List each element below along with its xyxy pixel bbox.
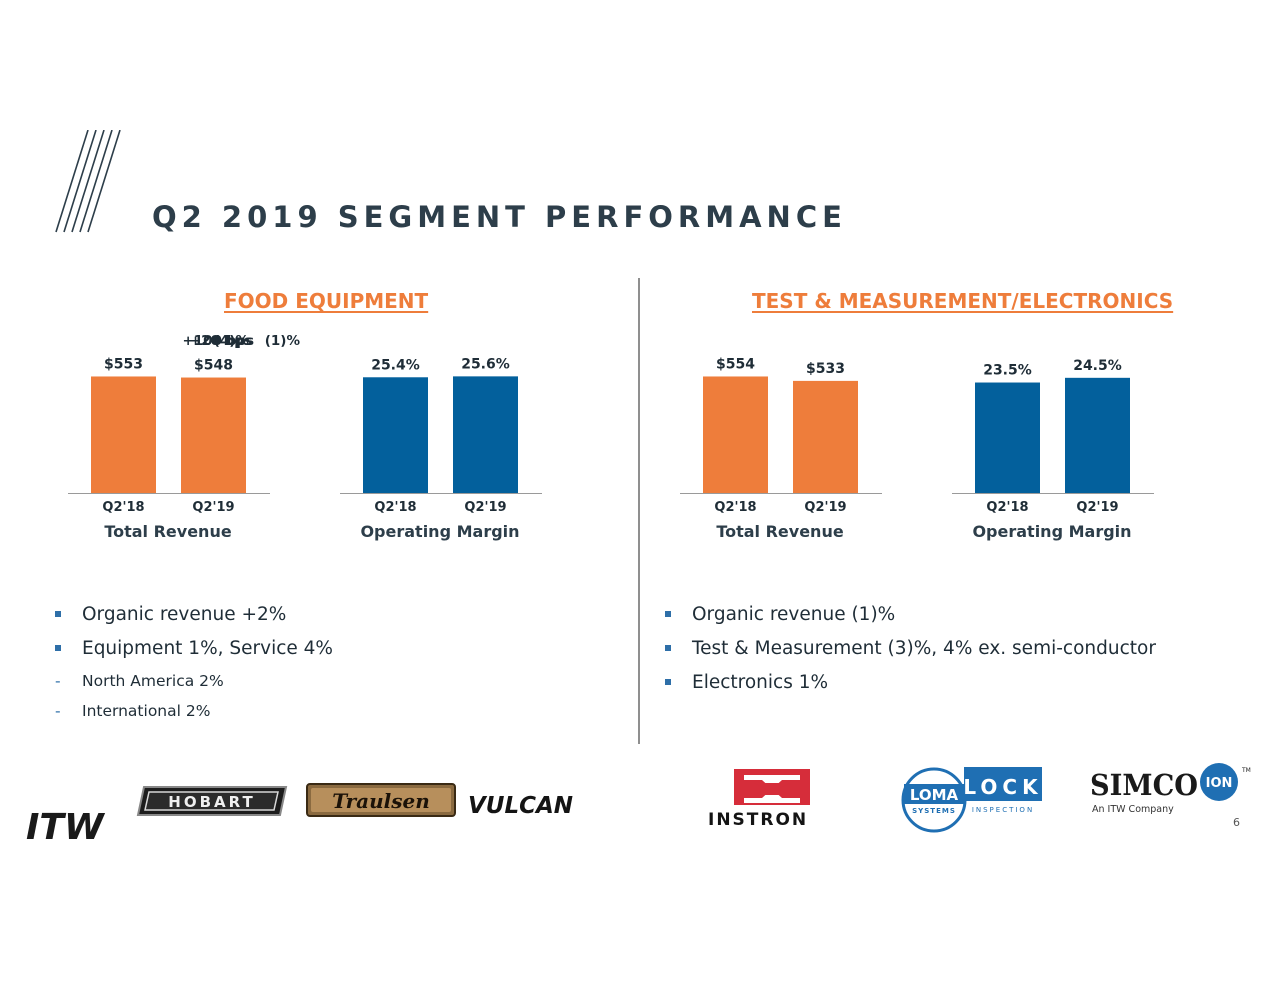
food-equipment-bullets: Organic revenue +2% Equipment 1%, Service… (52, 598, 333, 726)
chart-title: Operating Margin (972, 522, 1131, 541)
sub-bullet-item: International 2% (52, 696, 333, 726)
lock-logo-text: LOCK (963, 775, 1042, 799)
food-margin-chart: +20 bps 25.4% Q2'18 25.6% Q2'19 Operating Mar… (190, 333, 542, 541)
loma-logo-text: LOMA (910, 786, 959, 804)
change-label: +20 bps (190, 333, 252, 349)
tme-margin-chart: +100 bps 23.5% Q2'18 24.5% Q2'19 Operating Ma… (182, 333, 1154, 541)
instron-logo-text: INSTRON (708, 810, 808, 829)
chart-title: Operating Margin (360, 522, 519, 541)
loma-systems-text: SYSTEMS (912, 807, 956, 815)
vulcan-logo-text: VULCAN (468, 793, 573, 818)
traulsen-logo: Traulsen (306, 783, 456, 817)
bar-Q218 (363, 377, 428, 493)
page-title: Q2 2019 SEGMENT PERFORMANCE (152, 200, 847, 234)
tme-bullets: Organic revenue (1)% Test & Measurement (… (662, 598, 1156, 700)
simco-tm-text: TM (1241, 767, 1251, 774)
category-label: Q2'18 (986, 500, 1028, 515)
value-label: $554 (716, 356, 755, 372)
hobart-logo: HOBART (136, 786, 288, 816)
value-label: $548 (194, 358, 233, 374)
category-label: Q2'19 (804, 500, 846, 515)
bullet-item: Equipment 1%, Service 4% (52, 632, 333, 666)
page-number: 6 (1233, 816, 1240, 829)
simco-logo-text: SIMCO (1090, 768, 1198, 802)
food-equipment-heading: FOOD EQUIPMENT (224, 289, 429, 313)
bullet-item: Test & Measurement (3)%, 4% ex. semi-con… (662, 632, 1156, 666)
bullet-item: Electronics 1% (662, 666, 1156, 700)
bar-Q219 (181, 377, 246, 493)
change-label: (4)% (214, 333, 250, 349)
change-label: (1)% (265, 333, 301, 349)
category-label: Q2'18 (374, 500, 416, 515)
vulcan-logo: VULCAN (468, 793, 573, 818)
lock-inspection-text: INSPECTION (972, 806, 1034, 814)
bar-Q219 (1065, 377, 1130, 493)
value-label: 25.6% (461, 356, 510, 372)
ion-logo-text: ION (1206, 776, 1233, 791)
value-label: $553 (104, 356, 143, 372)
test-measurement-heading: TEST & MEASUREMENT/ELECTRONICS (752, 289, 1174, 313)
segment-divider (638, 278, 640, 744)
bullet-item: Organic revenue (1)% (662, 598, 1156, 632)
category-label: Q2'19 (1076, 500, 1118, 515)
simco-subtitle-text: An ITW Company (1092, 804, 1174, 815)
value-label: 23.5% (983, 363, 1032, 379)
chart-title: Total Revenue (104, 522, 232, 541)
bar-Q218 (91, 376, 156, 493)
tme-revenue-chart: (4)% $554 Q2'18 $533 Q2'19 Total Revenue (214, 333, 882, 541)
itw-logo: ITW (26, 807, 106, 844)
bar-Q218 (703, 376, 768, 493)
simco-ion-logo: SIMCO ION TM An ITW Company (1090, 763, 1251, 815)
traulsen-logo-text: Traulsen (332, 789, 430, 813)
slash-lines-icon (55, 130, 121, 233)
sub-bullet-item: North America 2% (52, 666, 333, 696)
category-label: Q2'18 (714, 500, 756, 515)
itw-logo-text: ITW (26, 807, 106, 844)
category-label: Q2'19 (464, 500, 506, 515)
category-label: Q2'18 (102, 500, 144, 515)
category-label: Q2'19 (192, 500, 234, 515)
food-revenue-chart: (1)% $553 Q2'18 $548 Q2'19 Total Revenue (68, 333, 300, 541)
bar-Q219 (793, 380, 858, 493)
change-label: +100 bps (182, 333, 254, 349)
value-label: $533 (806, 361, 845, 377)
chart-title: Total Revenue (716, 522, 844, 541)
hobart-logo-text: HOBART (168, 793, 255, 811)
value-label: 25.4% (371, 357, 420, 373)
bullet-item: Organic revenue +2% (52, 598, 333, 632)
bar-Q219 (453, 376, 518, 493)
instron-logo: INSTRON (708, 769, 810, 829)
loma-lock-logo: LOMA SYSTEMS LOCK INSPECTION (901, 767, 1042, 833)
bar-Q218 (975, 382, 1040, 493)
value-label: 24.5% (1073, 358, 1122, 374)
